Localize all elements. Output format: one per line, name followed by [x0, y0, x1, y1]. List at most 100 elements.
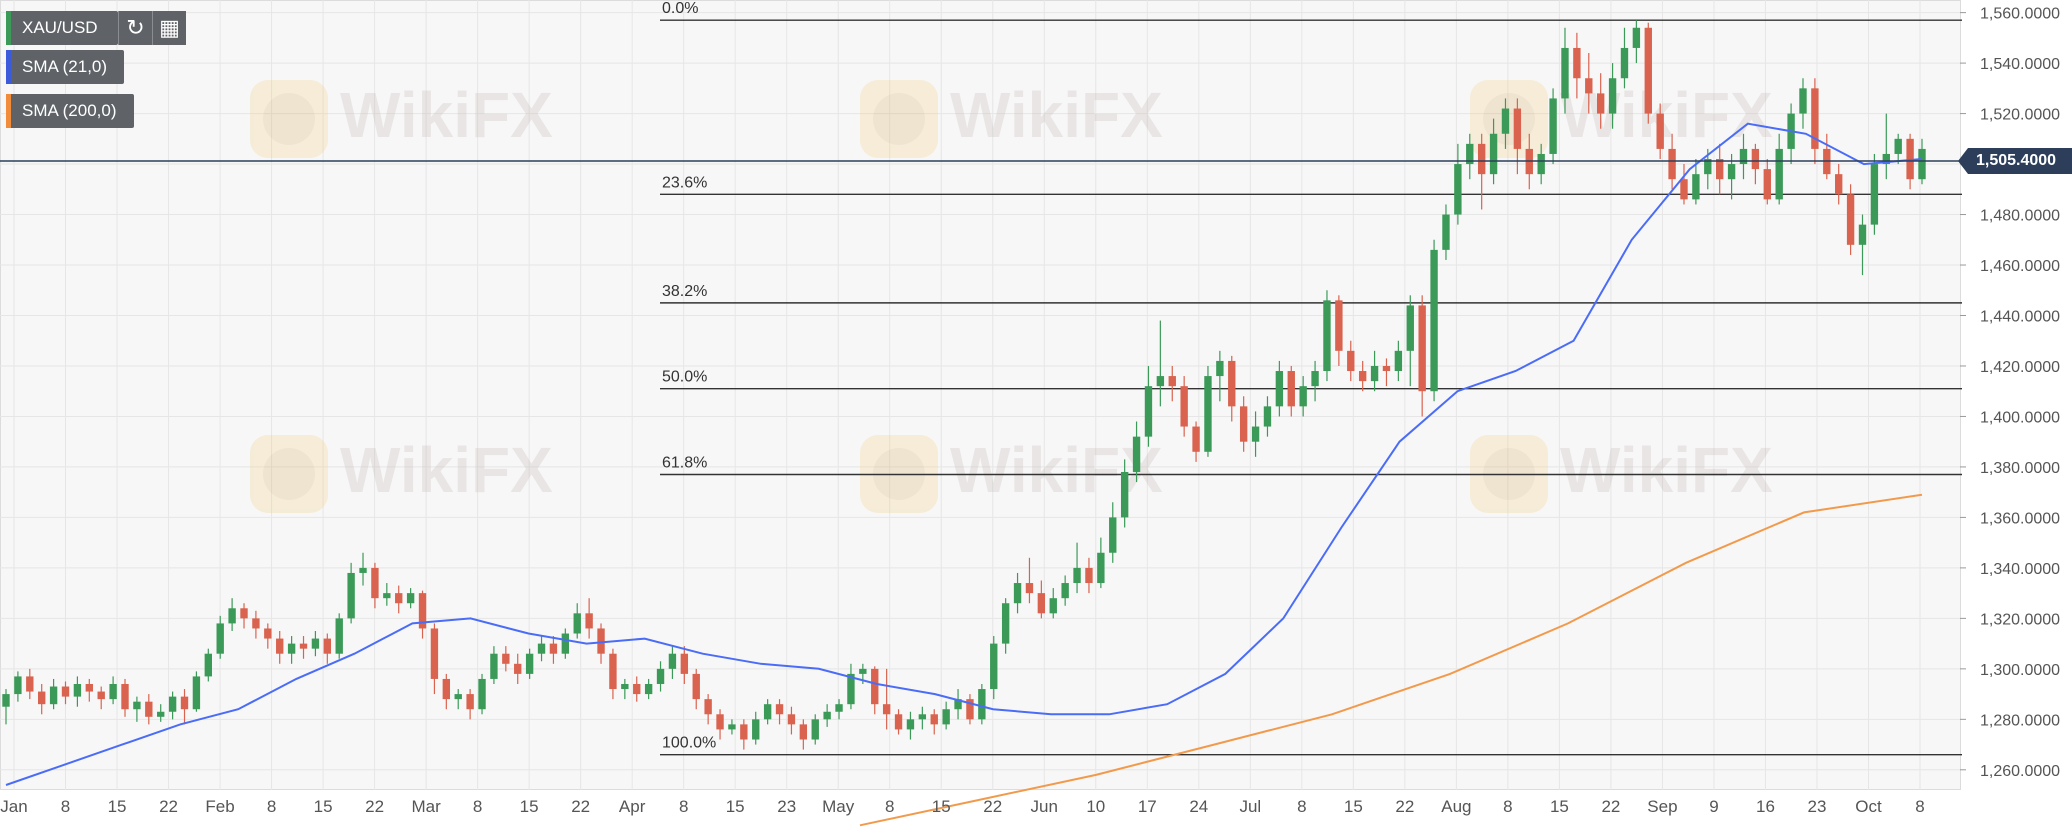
plot-border [0, 0, 1961, 790]
y-tick-label: 1,460.0000 [1980, 258, 2060, 275]
reload-button[interactable]: ↻ [118, 11, 152, 45]
fib-level-label: 61.8% [662, 455, 707, 472]
sma200-line [859, 493, 1923, 827]
candle [430, 623, 439, 695]
candle [811, 714, 819, 745]
y-tick-label: 1,480.0000 [1980, 208, 2060, 225]
reload-icon: ↻ [126, 15, 145, 40]
candle [204, 648, 212, 682]
sma21-color-bar [6, 50, 11, 84]
candle [502, 646, 510, 672]
candle [73, 676, 82, 707]
candle [1751, 143, 1760, 185]
indicator-sma21[interactable]: SMA (21,0) [6, 50, 124, 84]
candle [1501, 98, 1510, 149]
y-tick-label: 1,320.0000 [1980, 611, 2060, 628]
candle [573, 603, 581, 639]
candle [1596, 73, 1605, 129]
candle [680, 646, 689, 684]
candle [61, 681, 70, 705]
candle [1370, 350, 1379, 392]
candle [978, 683, 986, 725]
candle [228, 598, 236, 631]
candle [966, 694, 974, 725]
candle [1477, 133, 1486, 210]
svg-text:WikiFX: WikiFX [1560, 434, 1773, 506]
candle [1097, 537, 1105, 589]
x-tick-label: 8 [1915, 797, 1924, 816]
candle [1109, 502, 1117, 563]
x-tick-label: 8 [1503, 797, 1512, 816]
sma200-color-bar [6, 94, 11, 128]
wikifx-watermark: WikiFX [250, 434, 553, 513]
candle [1228, 355, 1236, 422]
candle [1716, 143, 1724, 195]
x-tick-label: 15 [932, 797, 951, 816]
y-tick-label: 1,260.0000 [1980, 763, 2060, 780]
calendar-button[interactable]: ▦ [152, 11, 186, 45]
candle [109, 676, 117, 705]
candle [1085, 557, 1093, 594]
candle [311, 630, 320, 657]
candle [1287, 365, 1295, 417]
candle [1239, 396, 1248, 452]
candle [585, 598, 593, 639]
candle [478, 673, 486, 715]
candle [1644, 22, 1652, 124]
y-tick-label: 1,520.0000 [1980, 107, 2060, 124]
candle [549, 636, 558, 664]
candle [1120, 459, 1129, 528]
fib-level-label: 23.6% [662, 174, 707, 191]
indicator-sma200[interactable]: SMA (200,0) [6, 94, 134, 128]
candle [561, 628, 570, 659]
current-price-tag: 1,505.4000 [1958, 148, 2072, 174]
candle [847, 663, 855, 710]
candle [1073, 542, 1081, 594]
symbol-color-bar [6, 11, 11, 45]
candle [1763, 159, 1771, 205]
x-tick-label: Aug [1441, 797, 1471, 816]
y-tick-label: 1,540.0000 [1980, 56, 2060, 73]
symbol-text: XAU/USD [22, 18, 98, 37]
candle [704, 694, 712, 725]
candle [740, 719, 748, 750]
candle [716, 709, 724, 740]
fib-level-label: 50.0% [662, 369, 707, 386]
candle [121, 678, 129, 717]
x-tick-label: 24 [1189, 797, 1208, 816]
candle [168, 691, 177, 720]
x-tick-label: 22 [365, 797, 384, 816]
candle [383, 583, 391, 606]
candle [145, 694, 153, 725]
candle [192, 671, 201, 712]
x-tick-label: 23 [777, 797, 796, 816]
candle [954, 689, 962, 720]
candle [871, 666, 879, 715]
y-tick-label: 1,360.0000 [1980, 510, 2060, 527]
x-tick-label: 8 [1297, 797, 1306, 816]
candle [1811, 78, 1819, 165]
x-tick-label: 15 [314, 797, 333, 816]
candle [787, 706, 796, 735]
sma21-label: SMA (21,0) [22, 57, 108, 76]
candle [454, 689, 462, 710]
candle [1418, 295, 1426, 417]
x-tick-label: Feb [205, 797, 234, 816]
sma21-line [5, 122, 1923, 786]
candle [49, 678, 58, 710]
symbol-label[interactable]: XAU/USD [6, 11, 118, 45]
candle [990, 636, 998, 700]
wikifx-watermark: WikiFX [1470, 434, 1773, 513]
candle [1204, 365, 1212, 457]
y-tick-label: 1,280.0000 [1980, 712, 2060, 729]
candle [728, 719, 736, 735]
x-tick-label: Mar [411, 797, 441, 816]
candle [1656, 103, 1664, 160]
x-tick-label: 15 [1550, 797, 1569, 816]
fib-level-label: 38.2% [662, 283, 707, 300]
candle [1858, 214, 1867, 276]
candle [1632, 20, 1641, 64]
x-tick-label: Jan [0, 797, 27, 816]
svg-text:WikiFX: WikiFX [340, 79, 553, 151]
